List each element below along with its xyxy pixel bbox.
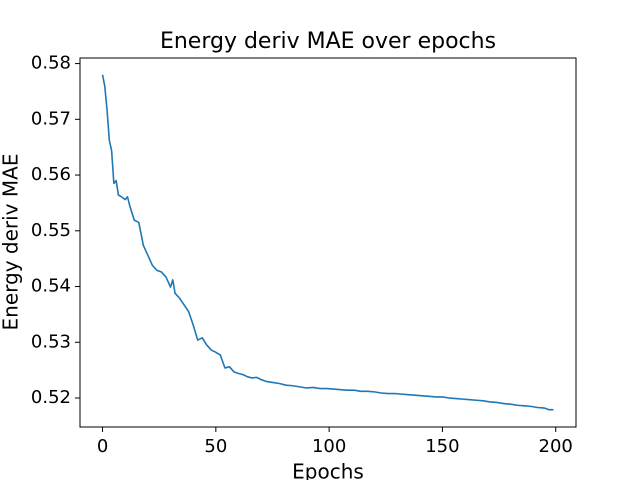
x-tick-label: 150 xyxy=(425,436,459,457)
x-tick-label: 0 xyxy=(97,436,108,457)
x-tick-label: 100 xyxy=(312,436,346,457)
y-axis-label: Energy deriv MAE xyxy=(0,154,23,331)
y-tick-label: 0.52 xyxy=(31,387,71,408)
y-tick-label: 0.58 xyxy=(31,53,71,74)
plot-frame xyxy=(79,57,577,428)
line xyxy=(101,74,554,411)
y-tick-label: 0.56 xyxy=(31,164,71,185)
y-tick-label: 0.55 xyxy=(31,220,71,241)
x-tick-label: 50 xyxy=(204,436,227,457)
x-axis-label: Epochs xyxy=(292,460,364,480)
y-tick-label: 0.53 xyxy=(31,331,71,352)
y-tick-label: 0.54 xyxy=(31,276,71,297)
y-tick-label: 0.57 xyxy=(31,108,71,129)
x-tick-label: 200 xyxy=(539,436,573,457)
chart-title: Energy deriv MAE over epochs xyxy=(160,29,496,54)
